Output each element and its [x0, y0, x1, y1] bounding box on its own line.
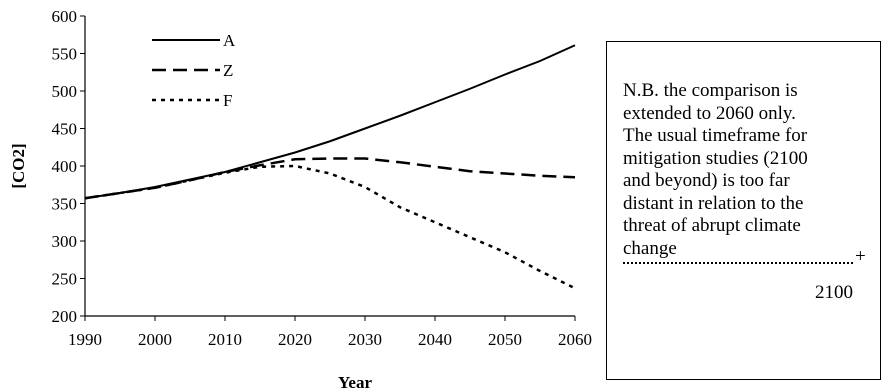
extension-year-label: 2100 — [815, 282, 853, 303]
x-tick-label: 2020 — [278, 330, 312, 349]
series-line-A — [84, 44, 576, 200]
extension-marker: + — [855, 246, 866, 267]
co2-line-chart: 200 250 300 350 400 450 500 550 600 1990 2000 2010 2… — [9, 7, 593, 392]
y-tick-label: 300 — [52, 232, 78, 251]
x-tick-label: 2000 — [138, 330, 172, 349]
y-tick-label: 450 — [52, 120, 78, 139]
x-tick-label: 2060 — [558, 330, 592, 349]
x-tick-label: 2050 — [488, 330, 522, 349]
legend-label-F: F — [223, 91, 232, 110]
chart-ticks: 200 250 300 350 400 450 500 550 600 1990 2000 2010 2… — [52, 7, 593, 349]
y-tick-label: 250 — [52, 270, 78, 289]
y-tick-label: 500 — [52, 82, 78, 101]
extension-dotted-line — [623, 262, 853, 264]
legend-label-A: A — [223, 31, 236, 50]
y-tick-label: 400 — [52, 157, 78, 176]
chart-legend: AZF — [152, 31, 236, 110]
y-axis-label: [CO2] — [9, 143, 28, 188]
series-line-Z — [84, 157, 576, 200]
note-box: N.B. the comparison is extended to 2060 … — [606, 41, 881, 380]
x-tick-label: 2040 — [418, 330, 452, 349]
x-tick-label: 1990 — [68, 330, 102, 349]
series-line-F — [84, 164, 576, 290]
chart-axes — [84, 16, 575, 317]
y-tick-label: 550 — [52, 45, 78, 64]
x-tick-label: 2030 — [348, 330, 382, 349]
note-text: N.B. the comparison is extended to 2060 … — [623, 80, 808, 259]
y-tick-label: 350 — [52, 195, 78, 214]
chart-series — [84, 44, 576, 290]
legend-label-Z: Z — [223, 61, 233, 80]
y-tick-label: 200 — [52, 307, 78, 326]
y-tick-label: 600 — [52, 7, 78, 26]
x-tick-label: 2010 — [208, 330, 242, 349]
x-axis-label: Year — [338, 373, 372, 392]
